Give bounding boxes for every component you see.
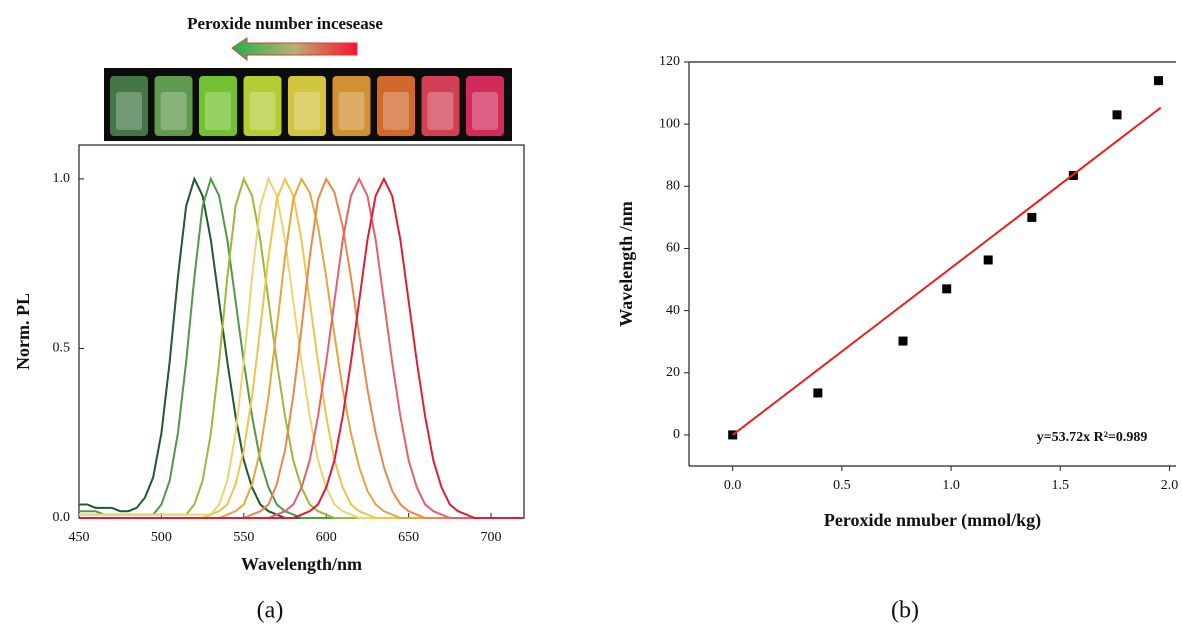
vial — [288, 76, 326, 136]
data-line — [79, 176, 524, 519]
x-tick-label: 1.5 — [1052, 478, 1070, 493]
vial — [332, 76, 371, 136]
fit-equation: y=53.72x R²=0.989 — [1037, 430, 1148, 445]
y-tick-label: 1.0 — [53, 171, 71, 186]
vial — [466, 76, 504, 136]
y-tick-label: 40 — [666, 303, 680, 318]
y-tick-label: 120 — [659, 54, 680, 69]
gradient-arrow — [231, 37, 358, 62]
vial-glow — [338, 92, 365, 130]
x-tick-label: 700 — [481, 530, 502, 545]
vial-glow — [294, 92, 320, 130]
y-tick-label: 20 — [666, 365, 680, 380]
y-tick-label: 0.0 — [53, 510, 71, 525]
x-tick-label: 0.0 — [724, 478, 742, 493]
data-line — [79, 176, 524, 519]
vial — [243, 76, 282, 136]
data-line — [79, 176, 524, 519]
y-tick-label: 60 — [666, 241, 680, 256]
x-axis-title: Peroxide nmuber (mmol/kg) — [824, 510, 1041, 531]
data-point — [898, 336, 908, 346]
data-line — [79, 176, 524, 519]
vial-glow — [116, 92, 142, 130]
vial — [154, 76, 193, 136]
x-tick-label: 600 — [316, 530, 337, 545]
vial-glow — [427, 92, 454, 130]
y-axis-title: Wavelength /nm — [616, 201, 636, 327]
data-point — [813, 388, 823, 398]
y-tick-label: 0 — [673, 427, 680, 442]
x-tick-label: 550 — [233, 530, 254, 545]
data-point — [942, 284, 952, 294]
y-tick-label: 80 — [666, 179, 680, 194]
x-tick-label: 2.0 — [1161, 478, 1179, 493]
panel-label: (b) — [891, 598, 919, 624]
vial — [377, 76, 415, 136]
vial-glow — [472, 92, 498, 130]
vial — [421, 76, 460, 136]
data-line — [79, 176, 524, 519]
vial-glow — [249, 92, 276, 130]
data-line — [732, 106, 1162, 436]
x-tick-label: 650 — [398, 530, 419, 545]
data-line — [79, 176, 524, 519]
data-line — [79, 176, 524, 519]
x-tick-label: 0.5 — [833, 478, 851, 493]
data-point — [728, 430, 738, 440]
y-tick-label: 0.5 — [53, 341, 71, 356]
vial-glow — [205, 92, 231, 130]
y-axis-title: Norm. PL — [13, 293, 33, 370]
data-line — [79, 176, 524, 519]
data-point — [1154, 76, 1164, 86]
data-point — [983, 255, 993, 265]
y-tick-label: 100 — [659, 116, 680, 131]
data-point — [1027, 212, 1037, 222]
x-tick-label: 500 — [151, 530, 172, 545]
panel-title: Peroxide number incesease — [187, 14, 383, 33]
x-tick-label: 450 — [69, 530, 90, 545]
data-line — [79, 176, 524, 519]
vial-glow — [383, 92, 409, 130]
panel-label: (a) — [257, 598, 284, 624]
x-axis-title: Wavelength/nm — [241, 554, 362, 574]
vial — [199, 76, 237, 136]
vial — [110, 76, 148, 136]
vial-glow — [160, 92, 187, 130]
vial-photo — [104, 68, 512, 141]
data-point — [1112, 110, 1122, 120]
x-tick-label: 1.0 — [942, 478, 960, 493]
